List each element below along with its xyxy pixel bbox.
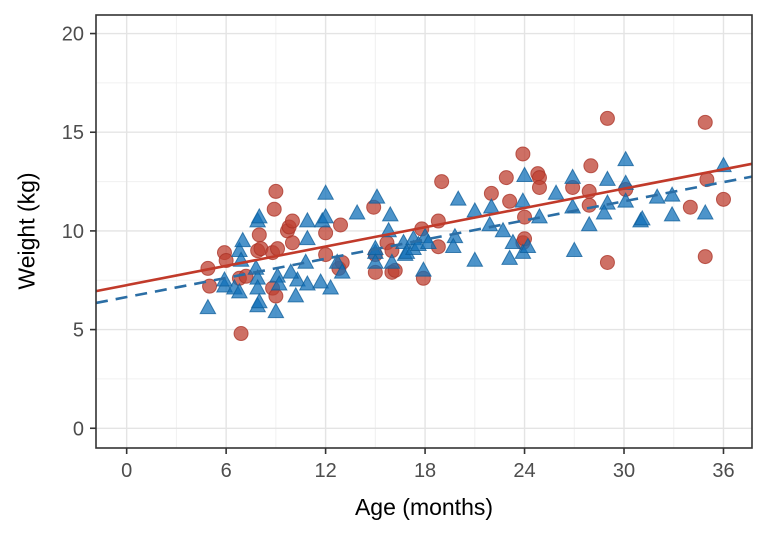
- data-point-triangle: [298, 211, 316, 228]
- data-point-triangle: [580, 215, 598, 232]
- data-point-circle: [599, 254, 615, 270]
- x-tick-label: 24: [513, 460, 535, 482]
- data-point-circle: [581, 197, 597, 213]
- data-point-circle: [531, 179, 547, 195]
- data-point-triangle: [516, 166, 534, 182]
- data-point-circle: [517, 209, 533, 225]
- data-point-circle: [682, 199, 698, 215]
- data-point-triangle: [466, 251, 484, 267]
- data-point-circle: [251, 227, 267, 243]
- data-point-triangle: [663, 205, 681, 222]
- y-tick-label: 0: [73, 418, 84, 440]
- red-solid-fit-line: [95, 162, 753, 293]
- data-point-triangle: [199, 298, 217, 315]
- data-point-triangle: [312, 272, 330, 289]
- data-point-triangle: [414, 261, 432, 277]
- x-tick-label: 18: [414, 460, 436, 482]
- data-point-triangle: [333, 263, 351, 279]
- data-point-circle: [697, 249, 713, 265]
- y-tick-label: 20: [62, 24, 84, 46]
- data-point-triangle: [595, 203, 613, 220]
- data-point-triangle: [297, 253, 315, 269]
- data-point-triangle: [444, 237, 462, 253]
- x-tick-label: 12: [314, 460, 336, 482]
- data-point-triangle: [617, 150, 635, 167]
- data-point-triangle: [519, 237, 537, 253]
- data-point-triangle: [250, 292, 268, 309]
- data-point-circle: [268, 288, 284, 304]
- blue-dashed-fit-line: [95, 175, 753, 305]
- data-point-circle: [270, 241, 286, 257]
- data-point-triangle: [250, 207, 268, 224]
- data-point-triangle: [249, 278, 267, 295]
- x-axis-title: Age (months): [354, 494, 494, 520]
- data-point-triangle: [696, 203, 714, 220]
- data-point-circle: [284, 235, 300, 251]
- data-point-triangle: [328, 253, 346, 269]
- data-point-circle: [233, 326, 249, 342]
- data-point-triangle: [287, 286, 305, 303]
- data-point-circle: [697, 114, 713, 130]
- x-tick-label: 36: [712, 460, 734, 482]
- data-point-triangle: [663, 186, 681, 202]
- data-point-triangle: [565, 241, 583, 257]
- data-point-triangle: [494, 221, 512, 238]
- data-point-circle: [318, 225, 334, 241]
- data-point-circle: [333, 217, 349, 233]
- data-point-circle: [599, 110, 615, 126]
- data-point-triangle: [317, 207, 335, 224]
- y-tick-label: 10: [62, 221, 84, 243]
- data-point-triangle: [270, 274, 288, 291]
- data-point-circle: [515, 146, 531, 162]
- data-point-triangle: [348, 203, 366, 220]
- y-axis-title: Weight (kg): [13, 172, 40, 290]
- data-point-triangle: [298, 274, 316, 291]
- data-point-triangle: [501, 249, 519, 265]
- data-point-triangle: [282, 263, 300, 279]
- data-point-triangle: [234, 231, 252, 248]
- data-point-triangle: [419, 233, 437, 250]
- x-tick-label: 30: [613, 460, 635, 482]
- data-point-circle: [498, 170, 514, 186]
- data-point-triangle: [298, 229, 316, 246]
- data-point-circle: [434, 174, 450, 190]
- data-point-triangle: [564, 168, 582, 184]
- x-tick-label: 6: [221, 460, 232, 482]
- y-tick-label: 5: [73, 320, 84, 342]
- data-point-triangle: [598, 170, 616, 186]
- data-point-triangle: [482, 197, 500, 214]
- data-point-circle: [266, 201, 282, 217]
- data-point-circle: [268, 183, 284, 199]
- data-point-triangle: [368, 188, 386, 204]
- data-point-circle: [284, 213, 300, 229]
- data-point-triangle: [449, 190, 467, 206]
- data-point-triangle: [633, 209, 651, 226]
- data-point-circle: [502, 193, 518, 209]
- data-point-triangle: [383, 253, 401, 269]
- data-point-circle: [583, 158, 599, 174]
- x-tick-label: 0: [121, 460, 132, 482]
- y-tick-label: 15: [62, 122, 84, 144]
- data-point-circle: [715, 191, 731, 207]
- data-point-triangle: [504, 233, 522, 250]
- data-point-triangle: [267, 302, 285, 319]
- data-point-triangle: [317, 184, 335, 200]
- data-point-triangle: [288, 271, 306, 287]
- data-point-triangle: [322, 278, 340, 295]
- data-point-triangle: [230, 282, 248, 299]
- data-point-triangle: [547, 184, 565, 200]
- data-point-triangle: [366, 253, 384, 269]
- data-point-triangle: [381, 205, 399, 222]
